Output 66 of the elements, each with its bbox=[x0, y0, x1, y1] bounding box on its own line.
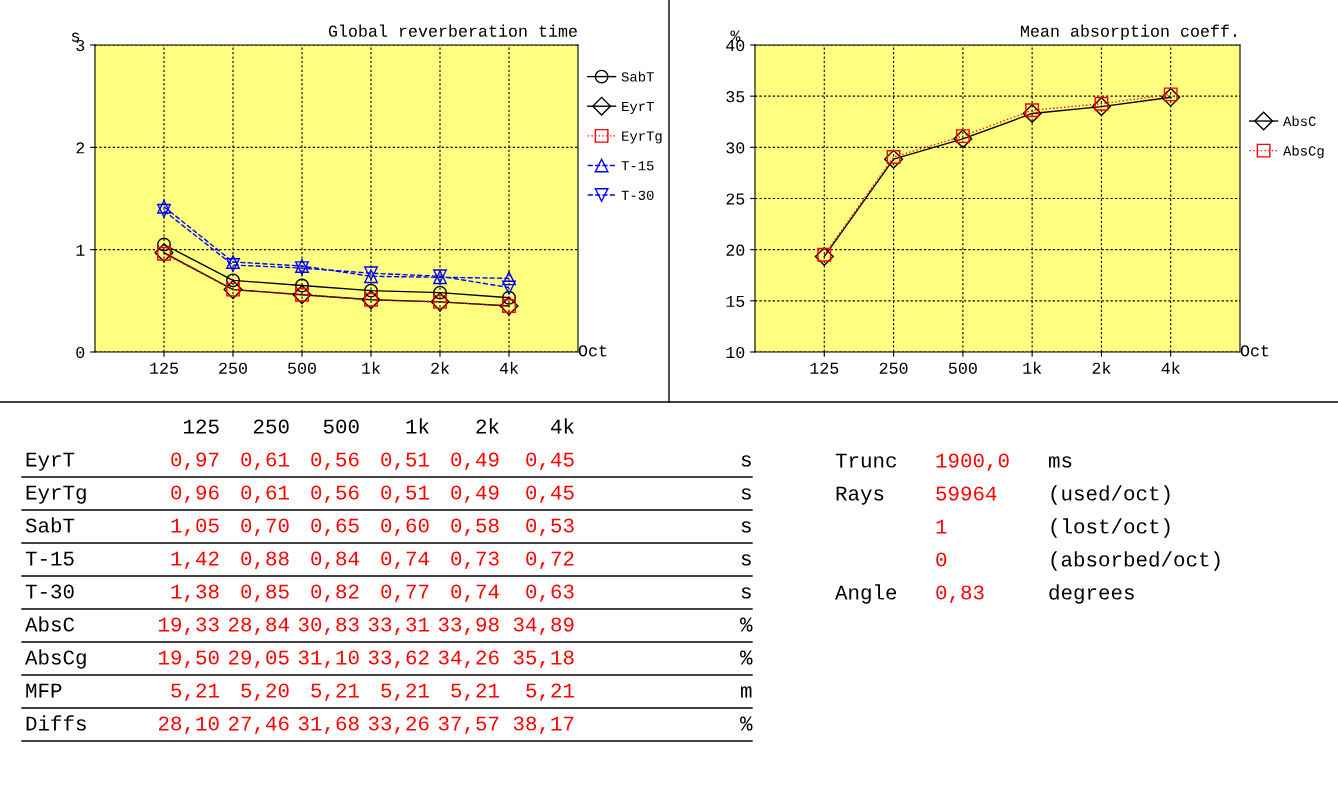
x-axis-title: Oct bbox=[1240, 345, 1269, 357]
y-tick-label: 35 bbox=[726, 91, 745, 103]
point bbox=[364, 283, 378, 298]
point bbox=[1091, 97, 1111, 117]
x-tick-label: 4k bbox=[499, 361, 519, 374]
text: T-15 1,42 0,88 0,84 0,74 0,73 0,72 s bbox=[25, 551, 751, 570]
chart-title: Global reverberation time bbox=[328, 24, 577, 37]
text: Angle 0,83 degrees bbox=[835, 584, 1134, 604]
x-tick-label: 125 bbox=[810, 362, 839, 374]
point bbox=[1022, 103, 1042, 123]
x-tick-label: 250 bbox=[879, 362, 908, 374]
x-tick-label: 2k bbox=[431, 361, 450, 374]
y-axis-title: s bbox=[71, 32, 80, 42]
y-tick-label: 20 bbox=[726, 244, 745, 256]
point bbox=[157, 203, 171, 218]
legend-label: EyrT bbox=[622, 101, 654, 114]
x-tick-label: 500 bbox=[288, 362, 316, 374]
legend-label: T-15 bbox=[621, 161, 654, 171]
y-tick-label: 1 bbox=[76, 244, 85, 256]
legend-label: AbsC bbox=[1283, 115, 1316, 127]
point bbox=[226, 273, 240, 288]
x-tick-label: 500 bbox=[948, 362, 977, 374]
text: 125 250 500 1k 2k 4k bbox=[184, 418, 574, 434]
point bbox=[502, 280, 516, 295]
text: 1 (lost/oct) bbox=[936, 518, 1170, 538]
text: AbsCg 19,50 29,05 31,10 33,62 34,26 35,18 % bbox=[25, 649, 753, 669]
y-tick-label: 30 bbox=[726, 142, 745, 154]
point bbox=[814, 246, 834, 267]
legend-label: T-30 bbox=[621, 190, 654, 201]
text: T-30 1,38 0,85 0,82 0,77 0,74 0,63 s bbox=[25, 584, 751, 603]
legend-label: EyrTg bbox=[622, 131, 662, 144]
y-tick-label: 15 bbox=[726, 295, 745, 308]
text: EyrTg 0,96 0,61 0,56 0,51 0,49 0,45 s bbox=[26, 485, 751, 504]
y-tick-label: 2 bbox=[76, 142, 85, 154]
point bbox=[1161, 87, 1181, 107]
y-axis-title: % bbox=[730, 30, 741, 42]
text: AbsC 19,33 28,84 30,83 33,31 33,98 34,89 % bbox=[25, 616, 753, 636]
point bbox=[295, 278, 309, 293]
legend-label: SabT bbox=[621, 71, 654, 82]
x-tick-label: 1k bbox=[362, 361, 381, 374]
point bbox=[157, 199, 171, 214]
legend-label: AbsCg bbox=[1283, 145, 1324, 159]
x-tick-label: 125 bbox=[150, 362, 178, 374]
text: Diffs 28,10 27,46 31,68 33,26 37,57 38,17 % bbox=[26, 715, 753, 735]
text: Rays 59964 (used/oct) bbox=[836, 485, 1170, 505]
x-axis-title: Oct bbox=[578, 345, 607, 357]
text: MFP 5,21 5,20 5,21 5,21 5,21 5,21 m bbox=[26, 683, 752, 702]
y-tick-label: 40 bbox=[726, 39, 745, 52]
text: SabT 1,05 0,70 0,65 0,60 0,58 0,53 s bbox=[25, 517, 751, 537]
y-tick-label: 0 bbox=[76, 346, 85, 359]
y-tick-label: 10 bbox=[726, 346, 745, 359]
x-tick-label: 1k bbox=[1023, 361, 1042, 374]
text: EyrT 0,97 0,61 0,56 0,51 0,49 0,45 s bbox=[26, 452, 751, 471]
text: 0 (absorbed/oct) bbox=[936, 551, 1220, 571]
text: Trunc 1900,0 ms bbox=[835, 453, 1072, 472]
x-tick-label: 4k bbox=[1161, 361, 1180, 374]
point bbox=[502, 290, 516, 305]
point bbox=[953, 129, 973, 149]
y-tick-label: 25 bbox=[726, 193, 745, 205]
point bbox=[157, 237, 171, 252]
point bbox=[433, 285, 447, 300]
y-tick-label: 3 bbox=[76, 39, 85, 52]
x-tick-label: 2k bbox=[1092, 361, 1111, 374]
x-tick-label: 250 bbox=[219, 362, 247, 374]
chart-title: Mean absorption coeff. bbox=[1020, 24, 1236, 41]
point bbox=[502, 271, 516, 286]
